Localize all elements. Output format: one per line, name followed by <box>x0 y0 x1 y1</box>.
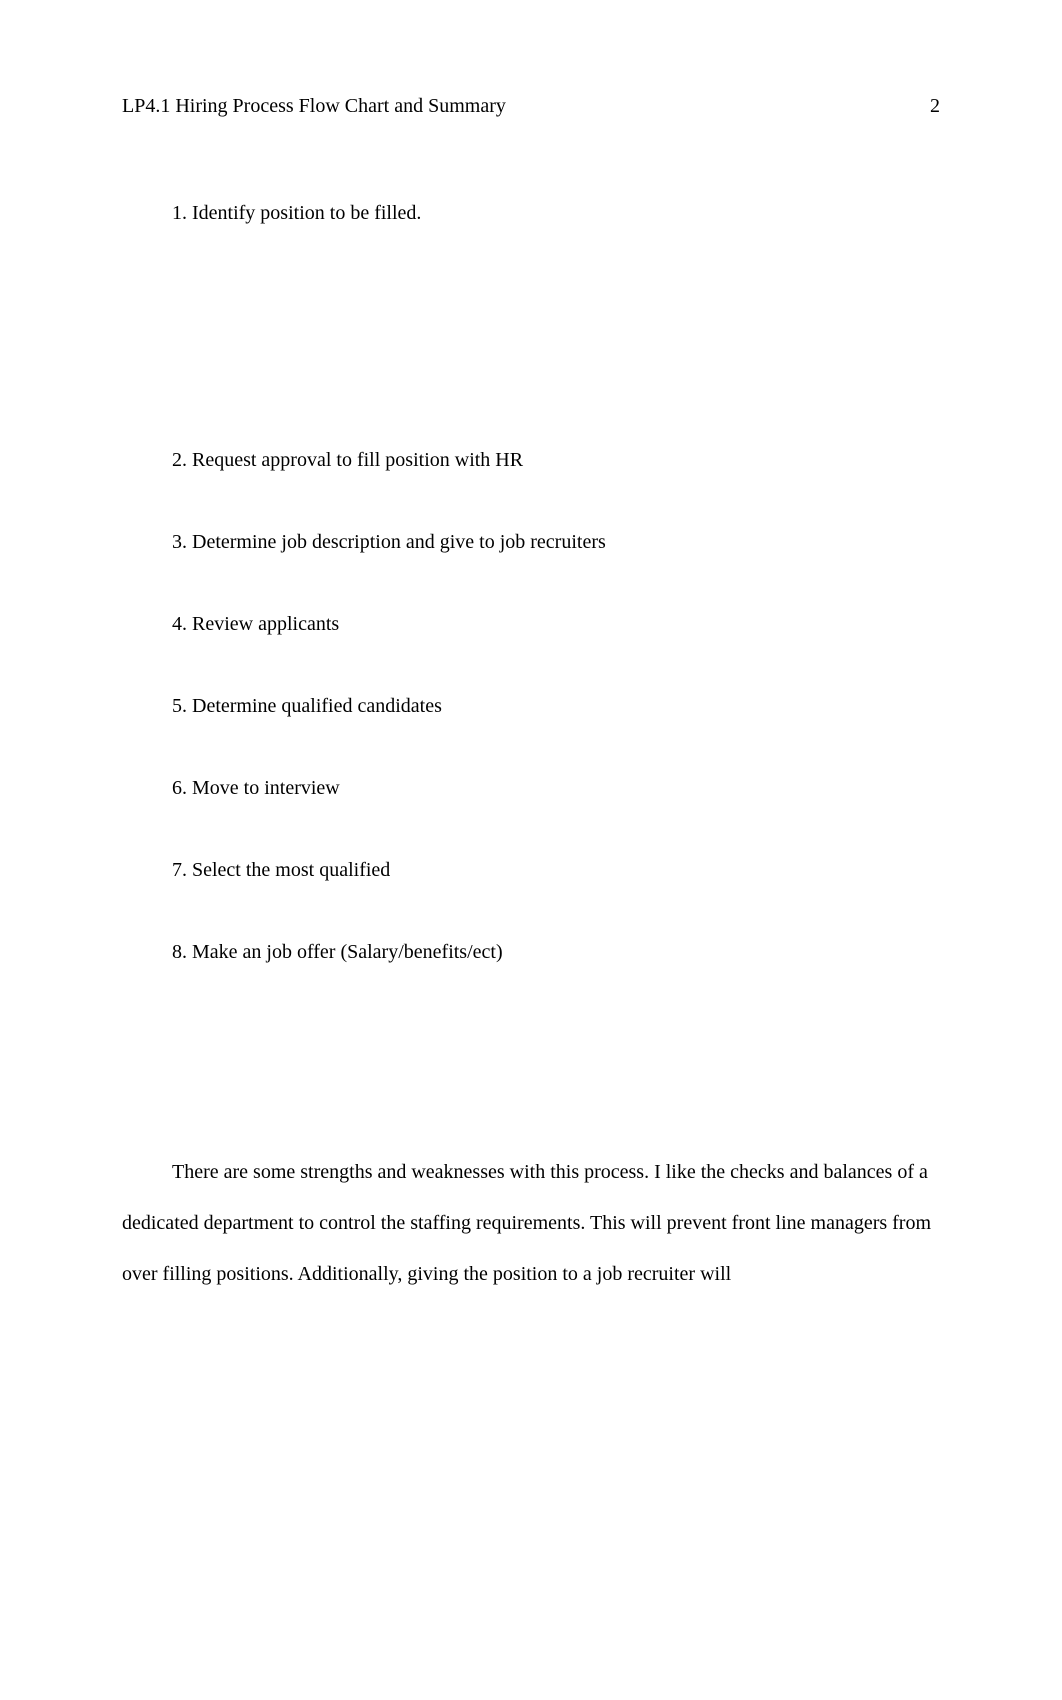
process-step-3: 3. Determine job description and give to… <box>172 522 940 562</box>
summary-section: There are some strengths and weaknesses … <box>122 1147 940 1300</box>
process-step-4: 4. Review applicants <box>172 604 940 644</box>
spacer <box>172 562 940 604</box>
process-step-1: 1. Identify position to be filled. <box>172 193 940 233</box>
spacer <box>172 726 940 768</box>
spacer <box>172 644 940 686</box>
page-header: LP4.1 Hiring Process Flow Chart and Summ… <box>122 95 940 118</box>
process-step-7: 7. Select the most qualified <box>172 850 940 890</box>
process-step-6: 6. Move to interview <box>172 768 940 808</box>
spacer <box>172 480 940 522</box>
spacer <box>172 808 940 850</box>
process-step-8: 8. Make an job offer (Salary/benefits/ec… <box>172 932 940 972</box>
process-step-5: 5. Determine qualified candidates <box>172 686 940 726</box>
spacer <box>172 233 940 440</box>
page-number: 2 <box>930 95 940 118</box>
summary-paragraph: There are some strengths and weaknesses … <box>122 1147 940 1300</box>
spacer <box>172 890 940 932</box>
running-head: LP4.1 Hiring Process Flow Chart and Summ… <box>122 95 506 118</box>
process-step-2: 2. Request approval to fill position wit… <box>172 440 940 480</box>
document-page: LP4.1 Hiring Process Flow Chart and Summ… <box>0 0 1062 1700</box>
document-body: 1. Identify position to be filled. 2. Re… <box>122 193 940 972</box>
